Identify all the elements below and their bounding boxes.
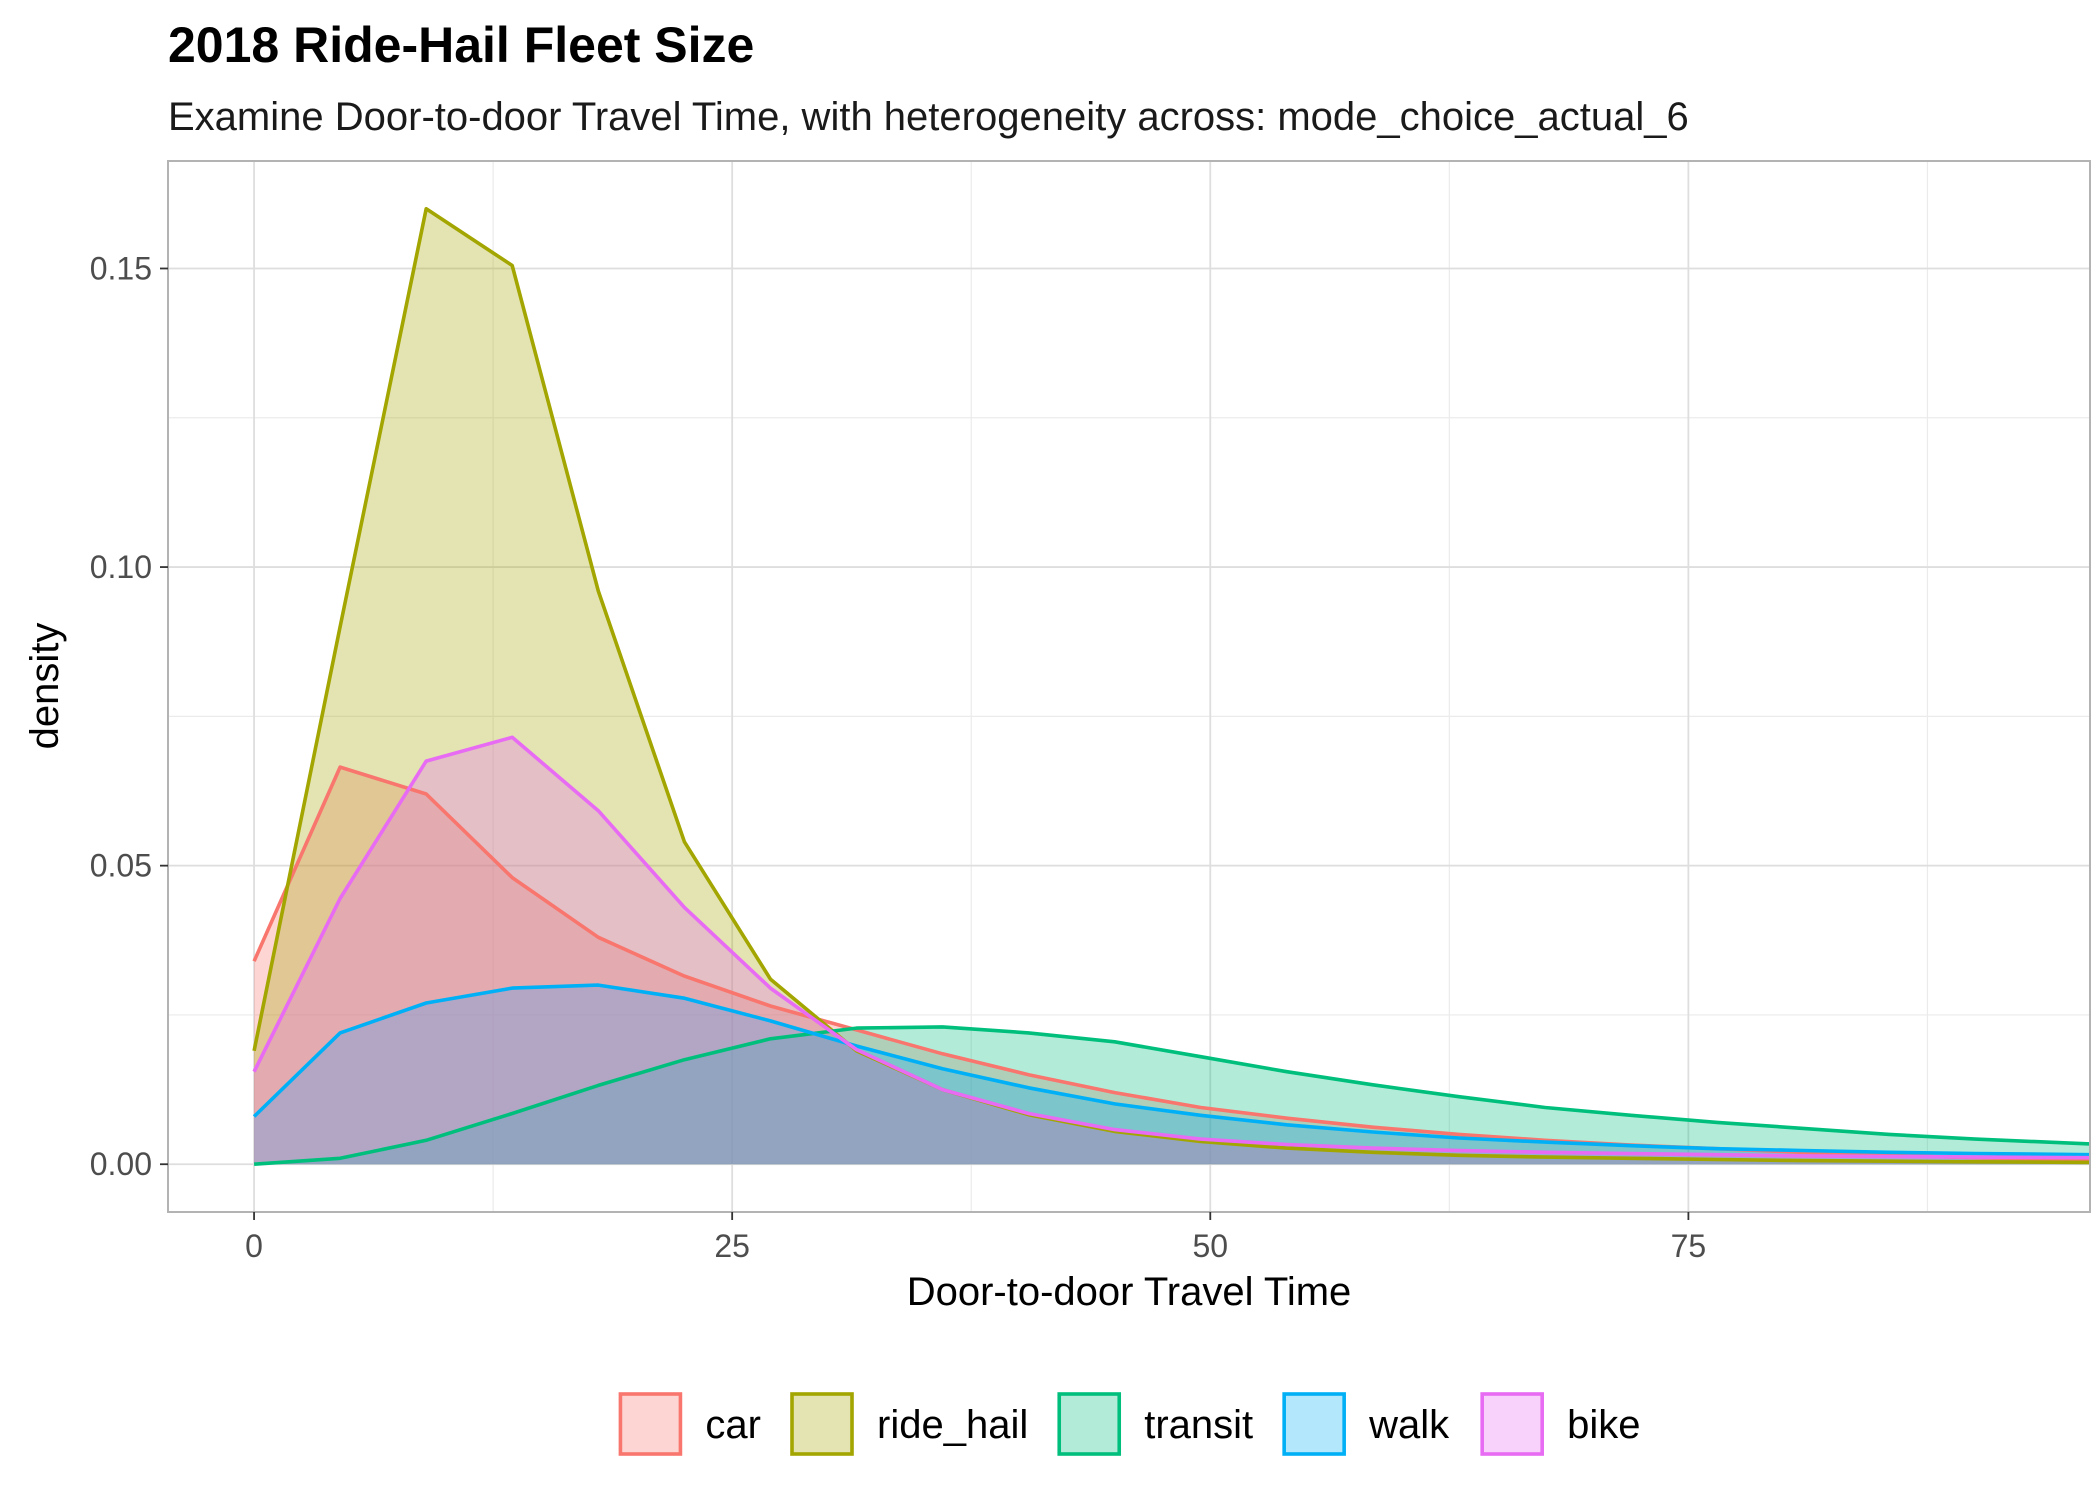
line-transit xyxy=(253,1025,2091,1166)
legend-key-swatch xyxy=(790,1392,854,1456)
y-tick-label: 0.15 xyxy=(90,250,152,286)
grid-minor xyxy=(168,161,2090,1212)
legend-key xyxy=(789,1391,856,1457)
panel-border xyxy=(167,160,2091,1213)
area-bike xyxy=(254,737,2091,1165)
legend-key xyxy=(1479,1391,1546,1457)
y-tick-label: 0.00 xyxy=(90,1146,152,1182)
legend-key-swatch xyxy=(618,1392,683,1456)
y-axis-ticks: 0.00 0.05 0.10 0.15 xyxy=(90,250,168,1182)
panel-background xyxy=(168,161,2090,1212)
y-axis-title: density xyxy=(23,623,67,750)
legend-item-transit: transit xyxy=(1056,1391,1253,1457)
legend-item-car: car xyxy=(617,1391,761,1457)
area-car xyxy=(254,767,2091,1165)
series-lines xyxy=(252,207,2091,1166)
chart-title: 2018 Ride-Hail Fleet Size xyxy=(168,17,754,73)
legend-label: transit xyxy=(1144,1403,1253,1447)
line-ride-hail xyxy=(252,207,2091,1165)
area-transit xyxy=(254,1026,2091,1165)
y-tick-label: 0.10 xyxy=(90,549,152,585)
x-axis-ticks: 0 25 50 75 xyxy=(245,1212,1706,1264)
line-bike xyxy=(252,735,2091,1160)
legend-label: walk xyxy=(1368,1403,1450,1447)
x-tick-label: 50 xyxy=(1192,1228,1228,1264)
legend-key xyxy=(617,1391,684,1457)
x-axis-title: Door-to-door Travel Time xyxy=(907,1270,1352,1314)
legend-key-swatch xyxy=(1480,1392,1544,1456)
area-walk xyxy=(254,985,2091,1165)
y-tick-label: 0.05 xyxy=(90,848,152,884)
line-walk xyxy=(252,983,2091,1157)
legend-item-bike: bike xyxy=(1479,1391,1641,1457)
legend-item-walk: walk xyxy=(1281,1391,1450,1457)
plot-panel xyxy=(167,160,2091,1213)
legend-item-ride-hail: ride_hail xyxy=(789,1391,1028,1457)
x-tick-label: 25 xyxy=(714,1228,750,1264)
legend-label: car xyxy=(705,1403,761,1447)
chart-subtitle: Examine Door-to-door Travel Time, with h… xyxy=(168,95,1689,139)
legend-key xyxy=(1056,1391,1123,1457)
legend-label: ride_hail xyxy=(877,1403,1028,1447)
legend: car ride_hail transit walk bike xyxy=(617,1391,1641,1457)
legend-label: bike xyxy=(1567,1403,1640,1447)
x-tick-label: 0 xyxy=(245,1228,263,1264)
x-tick-label: 75 xyxy=(1671,1228,1707,1264)
grid-major xyxy=(168,161,2090,1212)
area-ride-hail xyxy=(254,208,2091,1165)
legend-key-swatch xyxy=(1282,1392,1346,1456)
legend-key xyxy=(1281,1391,1348,1457)
series-areas xyxy=(254,208,2091,1165)
legend-key-swatch xyxy=(1057,1392,1122,1456)
